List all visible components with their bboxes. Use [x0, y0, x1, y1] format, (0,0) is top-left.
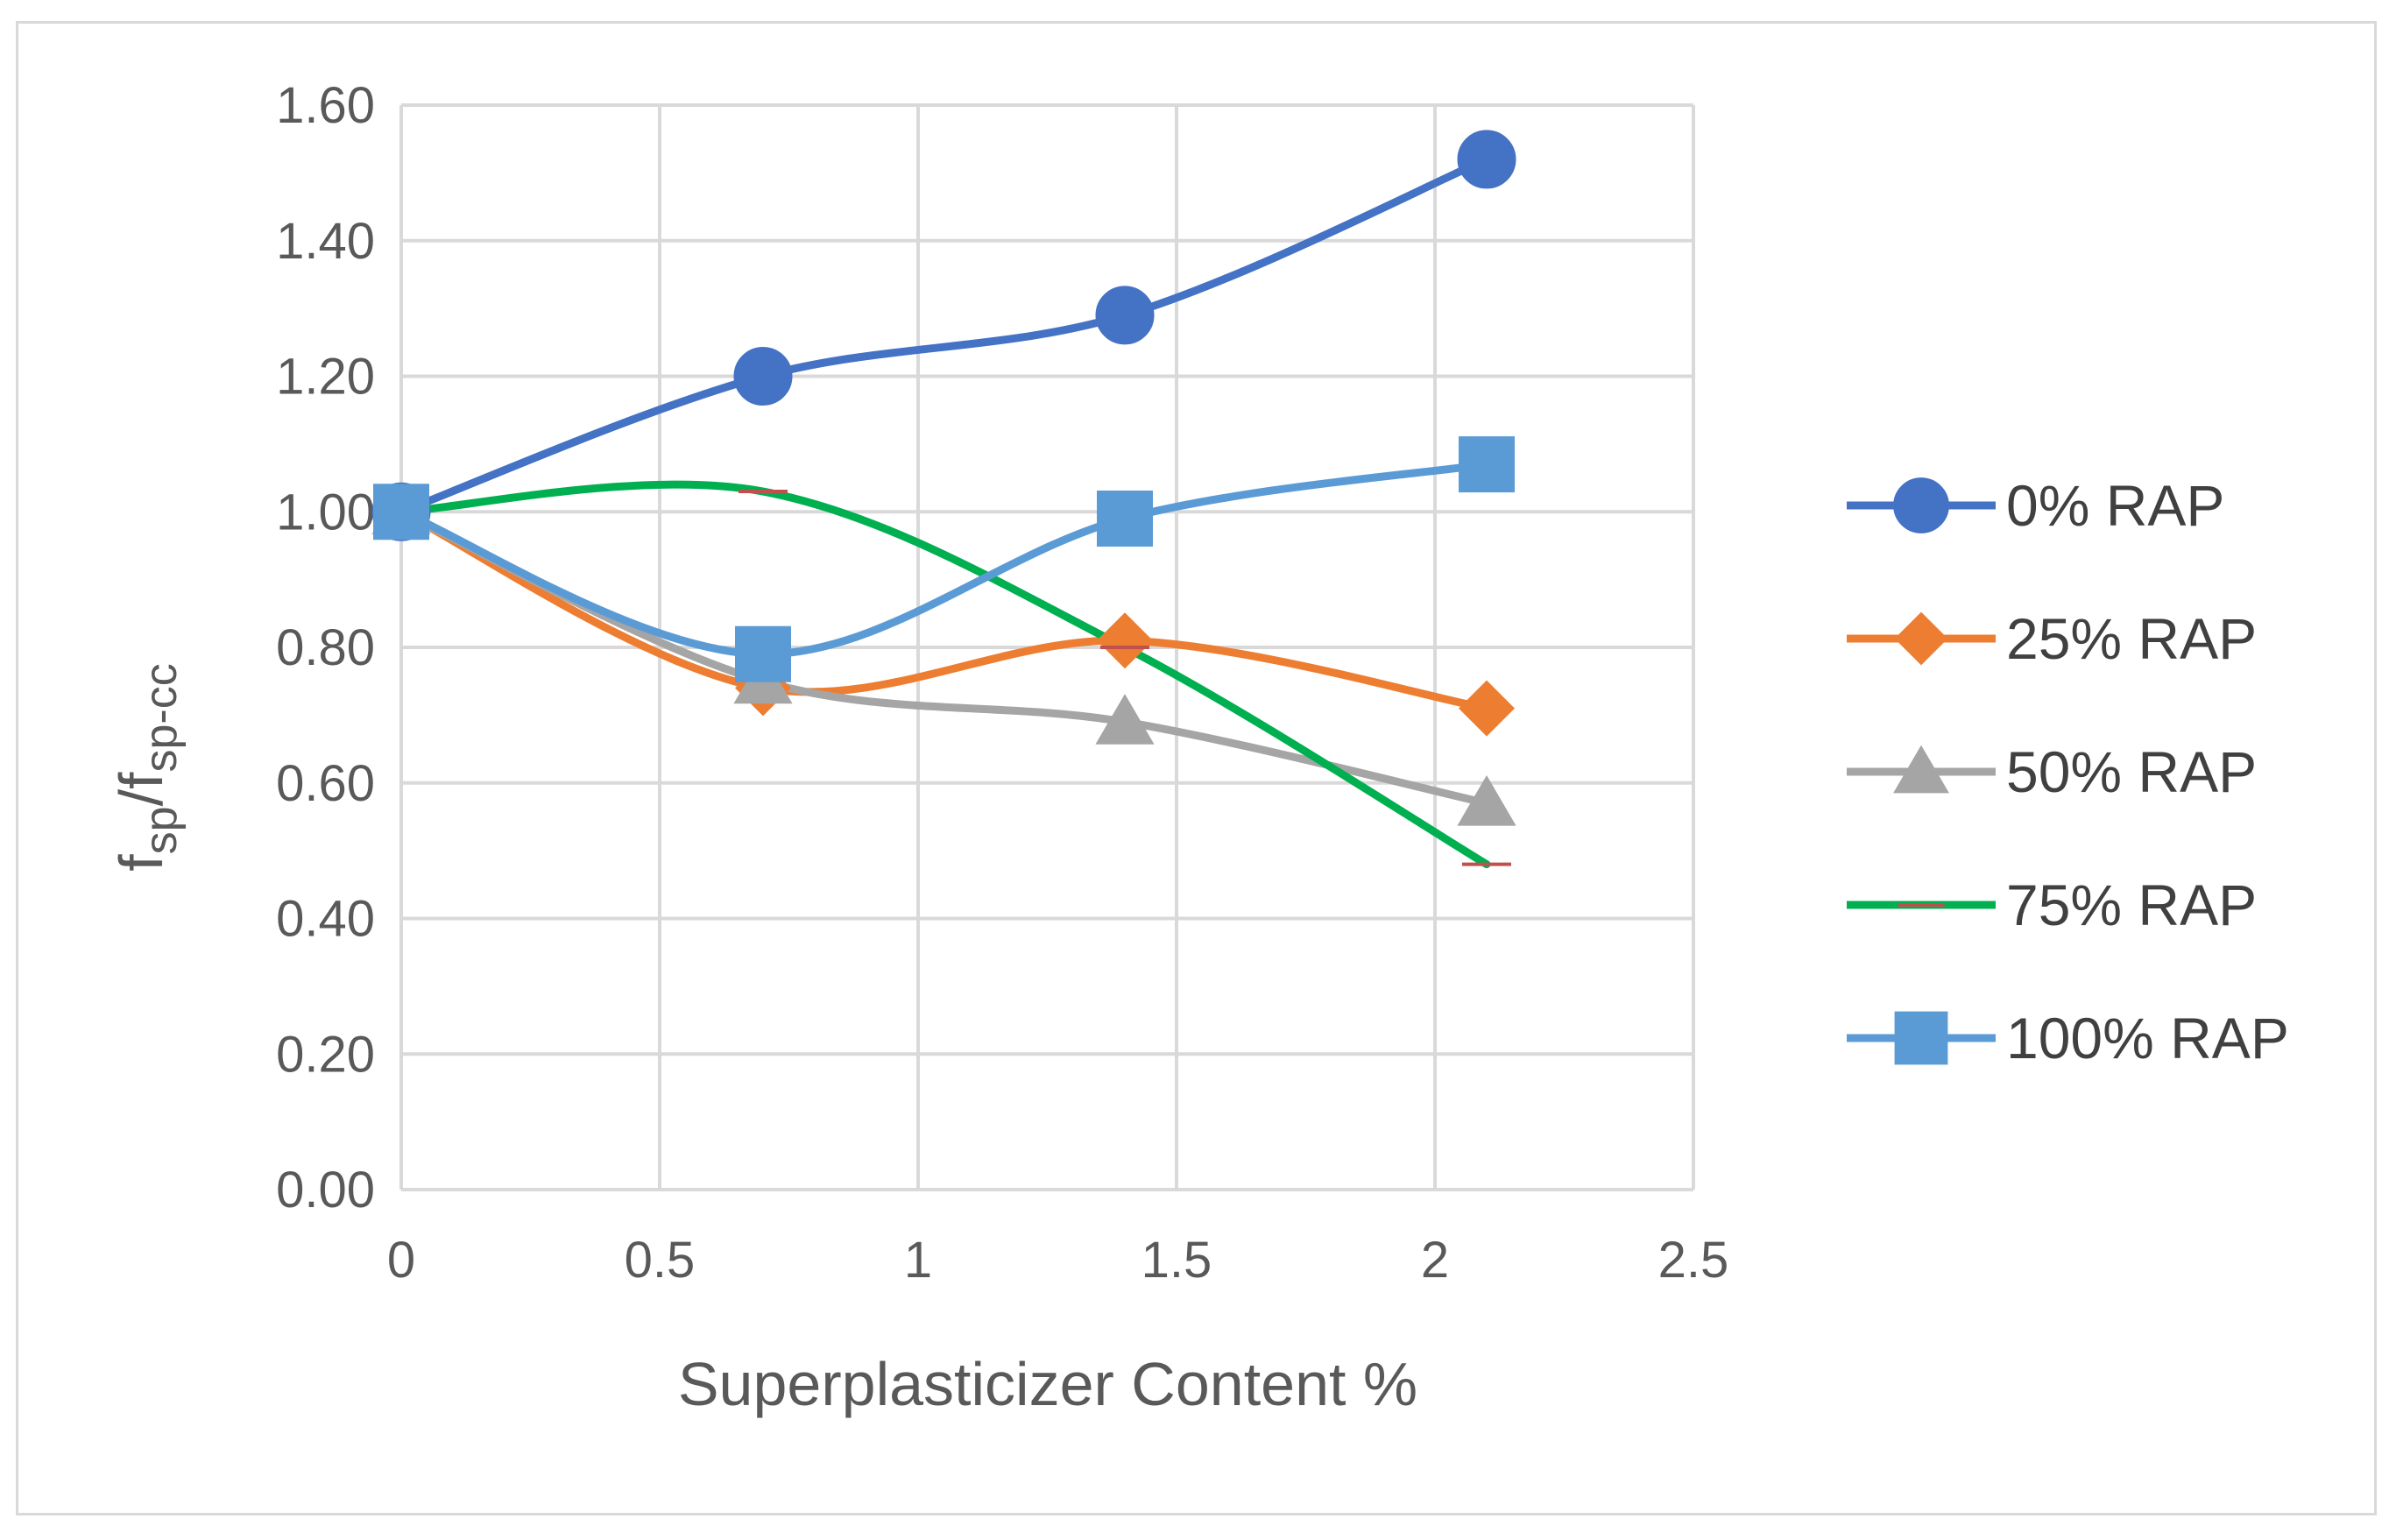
data-point-100pct-rap	[735, 625, 791, 682]
legend-marker	[1893, 745, 1949, 794]
legend-marker	[1894, 1011, 1948, 1065]
data-point-50pct-rap	[1457, 774, 1516, 826]
x-tick-label: 0	[387, 1232, 415, 1289]
series-line-25pct-rap	[397, 507, 1491, 713]
data-point-100pct-rap	[373, 484, 429, 540]
series-line-100pct-rap	[397, 460, 1491, 659]
x-tick-label: 2	[1421, 1232, 1449, 1289]
legend-entry-75pct-rap: 75% RAP	[1847, 872, 2257, 937]
legend-entry-50pct-rap: 50% RAP	[1847, 739, 2257, 804]
x-tick-label: 1	[904, 1232, 932, 1289]
y-tick-label: 0.80	[276, 619, 375, 676]
x-axis-ticks: 0 0.5 1 1.5 2 2.5	[387, 1232, 1728, 1289]
legend: 0% RAP 25% RAP 50% RAP 75% RAP 100% RAP	[1847, 473, 2289, 1070]
data-point-25pct-rap	[1459, 680, 1515, 737]
y-axis-title-main: f	[107, 854, 175, 872]
x-tick-label: 1.5	[1141, 1232, 1212, 1289]
legend-marker	[1894, 611, 1948, 666]
data-point-0pct-rap	[1457, 130, 1516, 189]
legend-entry-0pct-rap: 0% RAP	[1847, 473, 2224, 538]
y-tick-label: 1.00	[276, 484, 375, 540]
data-point-100pct-rap	[1459, 436, 1515, 493]
y-axis-title-sub2: sp-cc	[136, 663, 187, 772]
data-point-0pct-rap	[733, 347, 793, 406]
legend-entry-25pct-rap: 25% RAP	[1847, 606, 2257, 671]
legend-label: 25% RAP	[2006, 606, 2257, 671]
y-axis-title: fsp/fsp-cc	[107, 663, 187, 872]
y-tick-label: 0.00	[276, 1162, 375, 1219]
y-tick-label: 0.60	[276, 755, 375, 812]
y-tick-label: 0.20	[276, 1026, 375, 1083]
y-axis-title-sub1: sp	[136, 806, 187, 854]
y-axis-title-mid: /f	[107, 772, 175, 806]
x-tick-label: 0.5	[625, 1232, 696, 1289]
data-point-0pct-rap	[1095, 286, 1155, 345]
series-markers	[371, 130, 1516, 866]
y-tick-label: 1.40	[276, 213, 375, 270]
series-line-0pct-rap	[397, 155, 1491, 516]
series-line-75pct-rap	[397, 480, 1491, 869]
y-tick-label: 1.60	[276, 77, 375, 134]
legend-label: 100% RAP	[2006, 1006, 2289, 1070]
y-axis-ticks: 0.00 0.20 0.40 0.60 0.80 1.00 1.20 1.40 1.60	[276, 77, 375, 1219]
gridlines	[399, 103, 1695, 1191]
y-tick-label: 1.20	[276, 349, 375, 406]
y-tick-label: 0.40	[276, 891, 375, 948]
legend-label: 75% RAP	[2006, 872, 2257, 937]
x-axis-title: Superplasticizer Content %	[678, 1350, 1417, 1418]
legend-entry-100pct-rap: 100% RAP	[1847, 1006, 2289, 1070]
data-point-100pct-rap	[1097, 490, 1153, 547]
data-point-50pct-rap	[1095, 694, 1155, 745]
series-lines	[397, 155, 1491, 869]
legend-label: 50% RAP	[2006, 739, 2257, 804]
legend-label: 0% RAP	[2006, 473, 2224, 538]
data-point-25pct-rap	[1097, 612, 1153, 669]
legend-marker	[1893, 477, 1949, 533]
x-tick-label: 2.5	[1658, 1232, 1729, 1289]
